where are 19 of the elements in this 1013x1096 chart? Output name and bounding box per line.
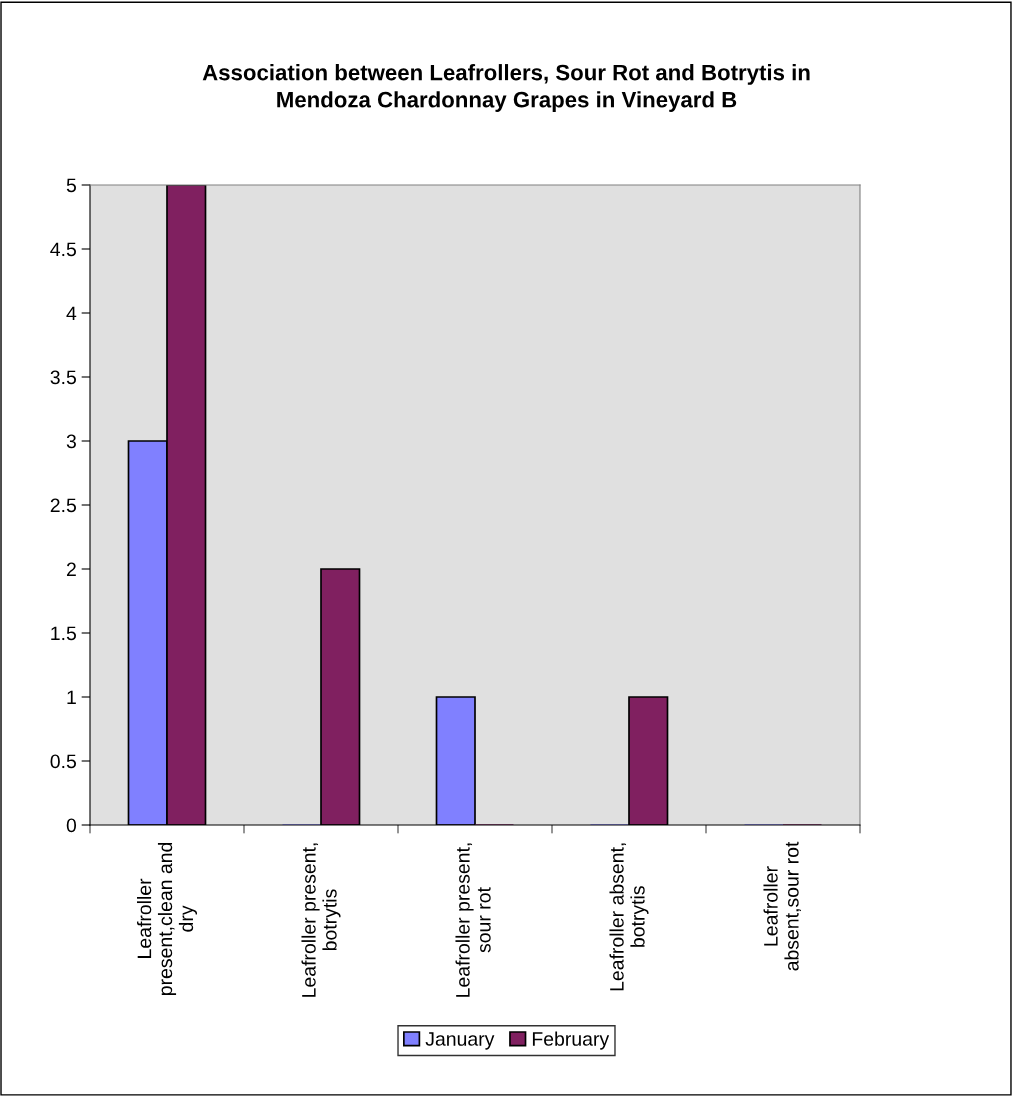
x-tick-label: Leafroller absent, botrytis (609, 843, 649, 991)
y-tick-label: 5 (66, 178, 76, 193)
legend-label: February (532, 1031, 610, 1050)
x-tick-label: Leafroller present, botrytis (301, 843, 341, 997)
y-tick-label: 2 (66, 562, 76, 577)
y-tick-label: 3 (66, 434, 76, 449)
y-tick-label: 2.5 (50, 498, 76, 513)
y-tick-label: 0.5 (50, 754, 76, 769)
y-tick-label: 1.5 (51, 626, 76, 641)
x-tick-label: Leafroller absent,sour rot (763, 841, 801, 971)
y-tick-label: 3.5 (50, 370, 76, 385)
x-tick-label: Leafroller present,clean and dry (136, 842, 198, 995)
legend-label: January (425, 1032, 495, 1050)
y-tick-label: 4.5 (50, 242, 76, 257)
y-tick-label: 4 (66, 306, 77, 321)
y-tick-label: 1 (67, 690, 76, 705)
x-tick-label: Leafroller present, sour rot (455, 843, 491, 997)
chart-title: Association between Leafrollers, Sour Rot and Botrytis in Mendoza Chardonnay Grapes in Vineyard B (202, 64, 810, 112)
y-tick-label: 0 (66, 818, 77, 833)
